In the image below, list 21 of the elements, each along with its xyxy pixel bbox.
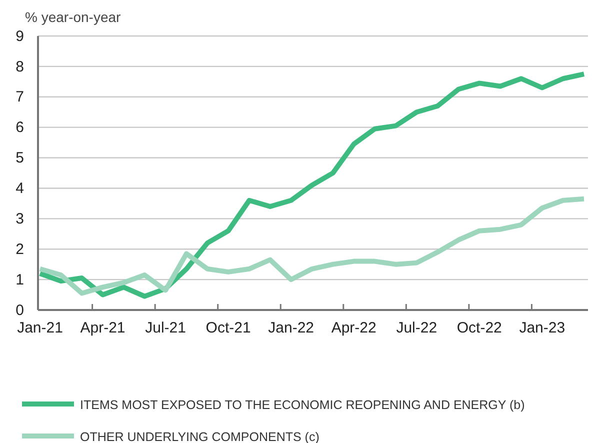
x-tick-label: Jul-21 xyxy=(145,320,186,337)
y-tick-label: 4 xyxy=(16,180,24,198)
x-tick-label: Jul-22 xyxy=(396,320,438,337)
y-tick-label: 2 xyxy=(16,240,24,258)
y-tick-label: 6 xyxy=(16,119,24,136)
x-tick-label: Apr-21 xyxy=(80,320,126,337)
y-tick-label: 3 xyxy=(16,210,24,228)
y-tick-label: 9 xyxy=(16,28,24,45)
x-tick-label: Jan-22 xyxy=(268,320,314,337)
legend-label: ITEMS MOST EXPOSED TO THE ECONOMIC REOPENING AND ENERGY (b) xyxy=(80,398,525,412)
y-tick-label: 0 xyxy=(16,302,24,319)
y-tick-label: 1 xyxy=(16,271,24,288)
x-tick-label: Apr-22 xyxy=(331,320,376,337)
x-tick-label: Oct-21 xyxy=(206,320,251,337)
y-tick-label: 5 xyxy=(16,150,24,167)
y-tick-label: 8 xyxy=(16,58,24,76)
x-tick-label: Jan-21 xyxy=(17,320,63,337)
x-tick-label: Jan-23 xyxy=(519,320,566,337)
x-tick-label: Oct-22 xyxy=(456,320,502,337)
y-tick-label: 7 xyxy=(16,88,24,106)
y-axis-title: % year-on-year xyxy=(25,9,122,25)
